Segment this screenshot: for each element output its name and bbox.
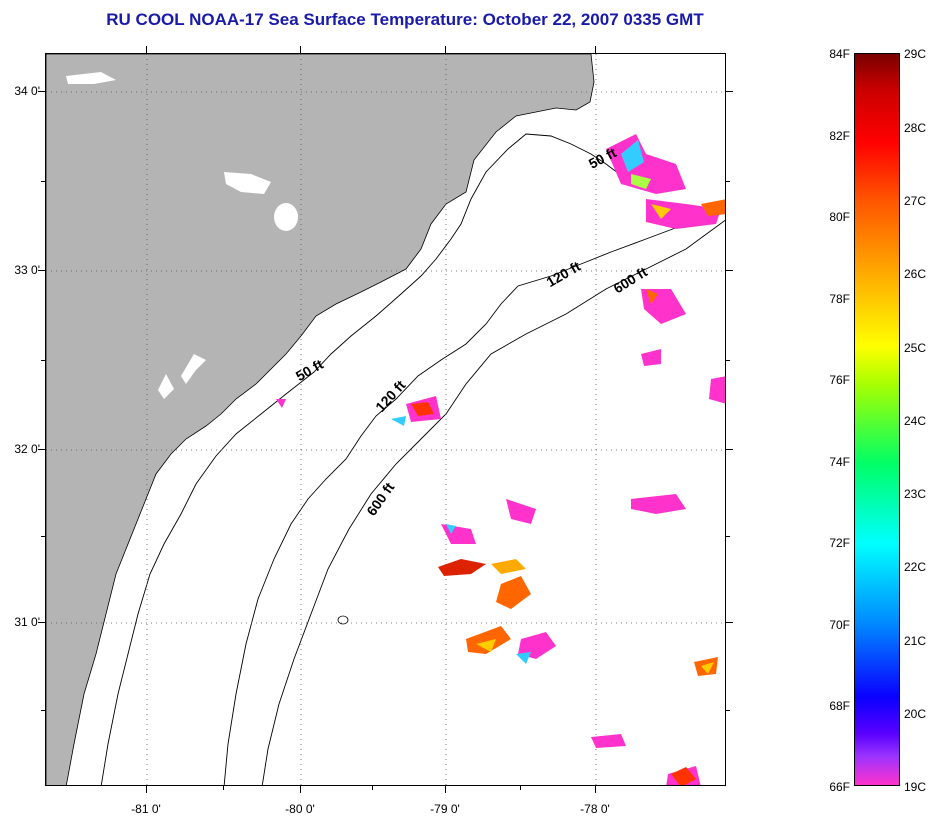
color-scale-bar [854,53,900,786]
colorbar-f-label: 80F [829,210,850,224]
lat-label: 33 0' [14,263,40,277]
colorbar-c-label: 25C [904,341,927,355]
colorbar-c-label: 22C [904,560,927,574]
colorbar-c-label: 26C [904,267,927,281]
lon-label: -79 0' [430,802,460,816]
land-mass [46,54,595,785]
colorbar-f-label: 68F [829,699,850,713]
colorbar-f-label: 66F [829,780,850,794]
map-title: RU COOL NOAA-17 Sea Surface Temperature:… [106,10,704,29]
lon-label: -78 0' [580,802,610,816]
lat-label: 31 0' [14,615,40,629]
colorbar-c-label: 19C [904,780,927,794]
colorbar-c-label: 21C [904,634,927,648]
lon-label: -81 0' [131,802,161,816]
lat-label: 32 0' [14,442,40,456]
colorbar-f-label: 74F [829,455,850,469]
colorbar-f-label: 72F [829,536,850,550]
colorbar-c-label: 28C [904,121,927,135]
colorbar-c-label: 23C [904,487,927,501]
lon-label: -80 0' [285,802,315,816]
isobath-120ft [223,204,725,785]
colorbar-f-label: 84F [829,47,850,61]
colorbar-c-label: 20C [904,707,927,721]
lat-label: 34 0' [14,84,40,98]
sst-patches [276,134,725,785]
colorbar-f-label: 82F [829,129,850,143]
colorbar-f-label: 78F [829,292,850,306]
isobath-50ft [100,133,627,785]
colorbar-c-label: 29C [904,47,927,61]
colorbar-c-label: 24C [904,414,927,428]
colorbar-f-label: 70F [829,618,850,632]
colorbar-c-label: 27C [904,194,927,208]
colorbar-f-label: 76F [829,373,850,387]
isobath-600ft [261,219,725,785]
sst-map [45,53,726,786]
